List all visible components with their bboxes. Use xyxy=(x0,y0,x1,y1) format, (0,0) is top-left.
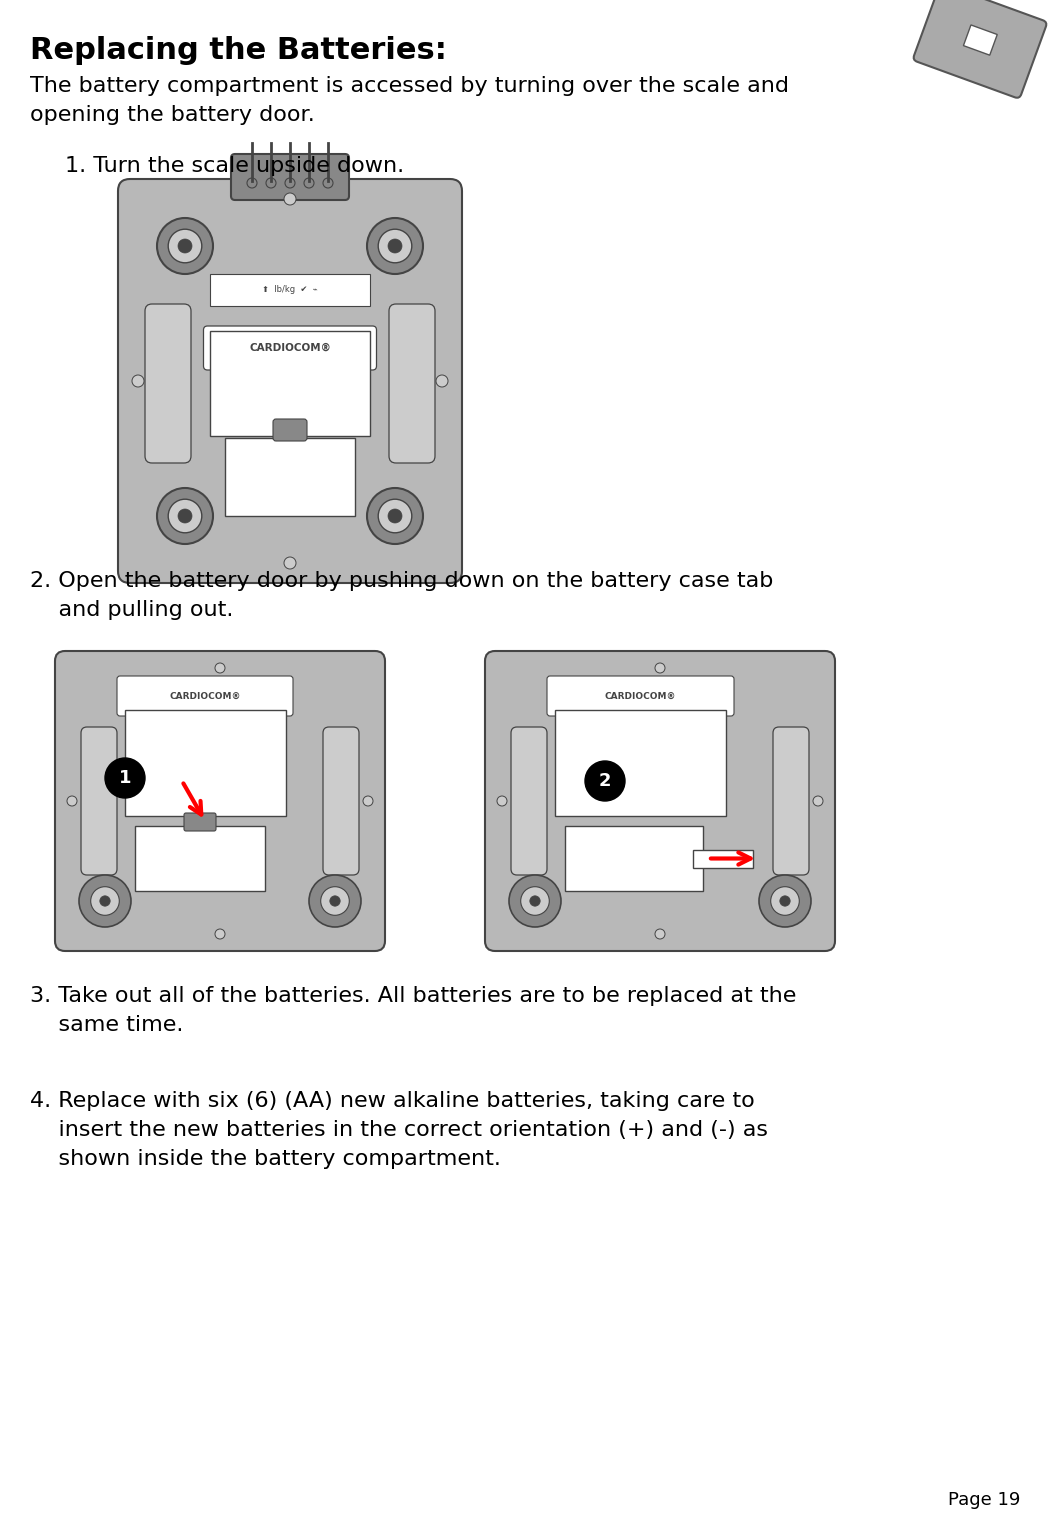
Circle shape xyxy=(436,375,447,387)
Circle shape xyxy=(215,663,225,674)
FancyBboxPatch shape xyxy=(389,305,435,462)
Circle shape xyxy=(321,886,349,916)
Bar xyxy=(963,24,998,55)
FancyBboxPatch shape xyxy=(81,727,117,876)
Circle shape xyxy=(509,876,561,926)
Circle shape xyxy=(585,761,625,801)
Circle shape xyxy=(91,886,119,916)
Text: 4. Replace with six (6) (AA) new alkaline batteries, taking care to
    insert t: 4. Replace with six (6) (AA) new alkalin… xyxy=(30,1092,768,1168)
Text: CARDIOCOM®: CARDIOCOM® xyxy=(169,692,241,701)
Circle shape xyxy=(178,239,192,253)
FancyBboxPatch shape xyxy=(914,0,1046,98)
Circle shape xyxy=(330,896,341,906)
Circle shape xyxy=(655,663,665,674)
Text: Replacing the Batteries:: Replacing the Batteries: xyxy=(30,37,446,64)
Circle shape xyxy=(215,929,225,939)
Circle shape xyxy=(367,488,423,544)
Circle shape xyxy=(67,796,77,805)
Circle shape xyxy=(530,896,540,906)
FancyBboxPatch shape xyxy=(117,677,293,717)
Text: 1. Turn the scale upside down.: 1. Turn the scale upside down. xyxy=(65,156,405,176)
Bar xyxy=(693,850,754,868)
FancyBboxPatch shape xyxy=(118,179,462,583)
Circle shape xyxy=(157,217,213,274)
Text: 3. Take out all of the batteries. All batteries are to be replaced at the
    sa: 3. Take out all of the batteries. All ba… xyxy=(30,986,796,1035)
Circle shape xyxy=(309,876,361,926)
Circle shape xyxy=(363,796,373,805)
Circle shape xyxy=(105,758,145,798)
Circle shape xyxy=(655,929,665,939)
FancyBboxPatch shape xyxy=(773,727,809,876)
Circle shape xyxy=(168,499,202,533)
Text: CARDIOCOM®: CARDIOCOM® xyxy=(249,343,331,354)
Circle shape xyxy=(304,178,314,188)
Text: 1: 1 xyxy=(118,769,131,787)
Circle shape xyxy=(168,230,202,263)
Circle shape xyxy=(497,796,507,805)
Circle shape xyxy=(378,499,412,533)
FancyBboxPatch shape xyxy=(323,727,359,876)
Bar xyxy=(135,827,265,891)
Circle shape xyxy=(285,178,294,188)
Circle shape xyxy=(79,876,131,926)
Circle shape xyxy=(367,217,423,274)
FancyBboxPatch shape xyxy=(547,677,734,717)
Circle shape xyxy=(759,876,811,926)
Bar xyxy=(225,438,355,516)
Circle shape xyxy=(132,375,144,387)
Bar xyxy=(210,331,370,436)
Circle shape xyxy=(284,557,296,570)
Circle shape xyxy=(266,178,276,188)
FancyBboxPatch shape xyxy=(485,651,835,951)
Circle shape xyxy=(780,896,790,906)
Text: The battery compartment is accessed by turning over the scale and
opening the ba: The battery compartment is accessed by t… xyxy=(30,77,789,126)
Text: ⬆  lb/kg  ✔  ⌁: ⬆ lb/kg ✔ ⌁ xyxy=(262,285,318,294)
FancyBboxPatch shape xyxy=(184,813,216,831)
FancyBboxPatch shape xyxy=(210,274,370,306)
FancyBboxPatch shape xyxy=(231,155,349,201)
Text: 2: 2 xyxy=(598,772,611,790)
Circle shape xyxy=(770,886,800,916)
Circle shape xyxy=(284,193,296,205)
Circle shape xyxy=(378,230,412,263)
Bar xyxy=(125,710,286,816)
Circle shape xyxy=(813,796,823,805)
FancyBboxPatch shape xyxy=(145,305,191,462)
Text: 2. Open the battery door by pushing down on the battery case tab
    and pulling: 2. Open the battery door by pushing down… xyxy=(30,571,773,620)
FancyBboxPatch shape xyxy=(54,651,385,951)
Text: CARDIOCOM®: CARDIOCOM® xyxy=(605,692,676,701)
Circle shape xyxy=(247,178,257,188)
Bar xyxy=(555,710,726,816)
Circle shape xyxy=(323,178,333,188)
FancyBboxPatch shape xyxy=(203,326,376,371)
Circle shape xyxy=(521,886,549,916)
Circle shape xyxy=(157,488,213,544)
Circle shape xyxy=(388,239,402,253)
Text: Page 19: Page 19 xyxy=(947,1491,1020,1510)
Circle shape xyxy=(388,508,402,524)
Circle shape xyxy=(178,508,192,524)
Circle shape xyxy=(100,896,110,906)
FancyBboxPatch shape xyxy=(272,419,307,441)
Bar xyxy=(565,827,703,891)
FancyBboxPatch shape xyxy=(511,727,547,876)
